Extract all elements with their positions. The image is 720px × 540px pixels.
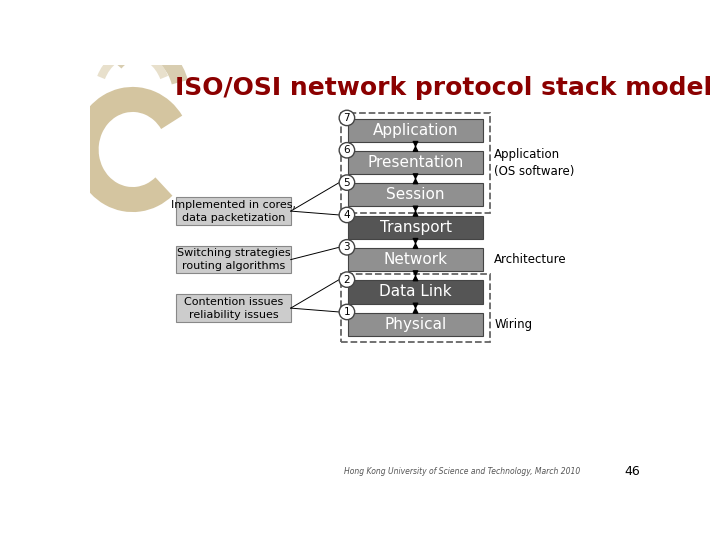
- Bar: [348, 313, 483, 336]
- Text: 46: 46: [625, 465, 640, 478]
- Text: 5: 5: [343, 178, 350, 187]
- Text: 7: 7: [343, 113, 350, 123]
- Text: Application: Application: [373, 123, 458, 138]
- Text: 2: 2: [343, 275, 350, 285]
- Circle shape: [339, 240, 355, 255]
- Bar: [348, 151, 483, 174]
- Text: Switching strategies
routing algorithms: Switching strategies routing algorithms: [176, 248, 290, 271]
- Bar: [341, 112, 490, 213]
- Bar: [348, 248, 483, 271]
- Text: 6: 6: [343, 145, 350, 156]
- Text: Physical: Physical: [384, 317, 446, 332]
- Bar: [176, 246, 291, 273]
- Text: Transport: Transport: [379, 220, 451, 235]
- Text: Contention issues
reliability issues: Contention issues reliability issues: [184, 296, 283, 320]
- Text: Application
(OS software): Application (OS software): [494, 147, 575, 178]
- Text: 3: 3: [343, 242, 350, 252]
- Bar: [348, 280, 483, 303]
- Text: Network: Network: [384, 252, 448, 267]
- Bar: [348, 184, 483, 206]
- Circle shape: [339, 110, 355, 126]
- Text: ISO/OSI network protocol stack model: ISO/OSI network protocol stack model: [175, 76, 712, 100]
- Circle shape: [339, 304, 355, 320]
- Text: Implemented in cores,
data packetization: Implemented in cores, data packetization: [171, 199, 296, 222]
- Text: Wiring: Wiring: [494, 318, 532, 331]
- Bar: [176, 294, 291, 322]
- Text: Data Link: Data Link: [379, 285, 452, 300]
- Bar: [176, 197, 291, 225]
- Text: 1: 1: [343, 307, 350, 317]
- Circle shape: [339, 207, 355, 222]
- Circle shape: [339, 143, 355, 158]
- Circle shape: [339, 175, 355, 190]
- Circle shape: [339, 272, 355, 287]
- Text: Session: Session: [386, 187, 445, 202]
- Text: Presentation: Presentation: [367, 155, 464, 170]
- Text: Architecture: Architecture: [494, 253, 567, 266]
- Bar: [348, 119, 483, 142]
- Text: Hong Kong University of Science and Technology, March 2010: Hong Kong University of Science and Tech…: [344, 467, 580, 476]
- Bar: [341, 274, 490, 342]
- Bar: [348, 215, 483, 239]
- Text: 4: 4: [343, 210, 350, 220]
